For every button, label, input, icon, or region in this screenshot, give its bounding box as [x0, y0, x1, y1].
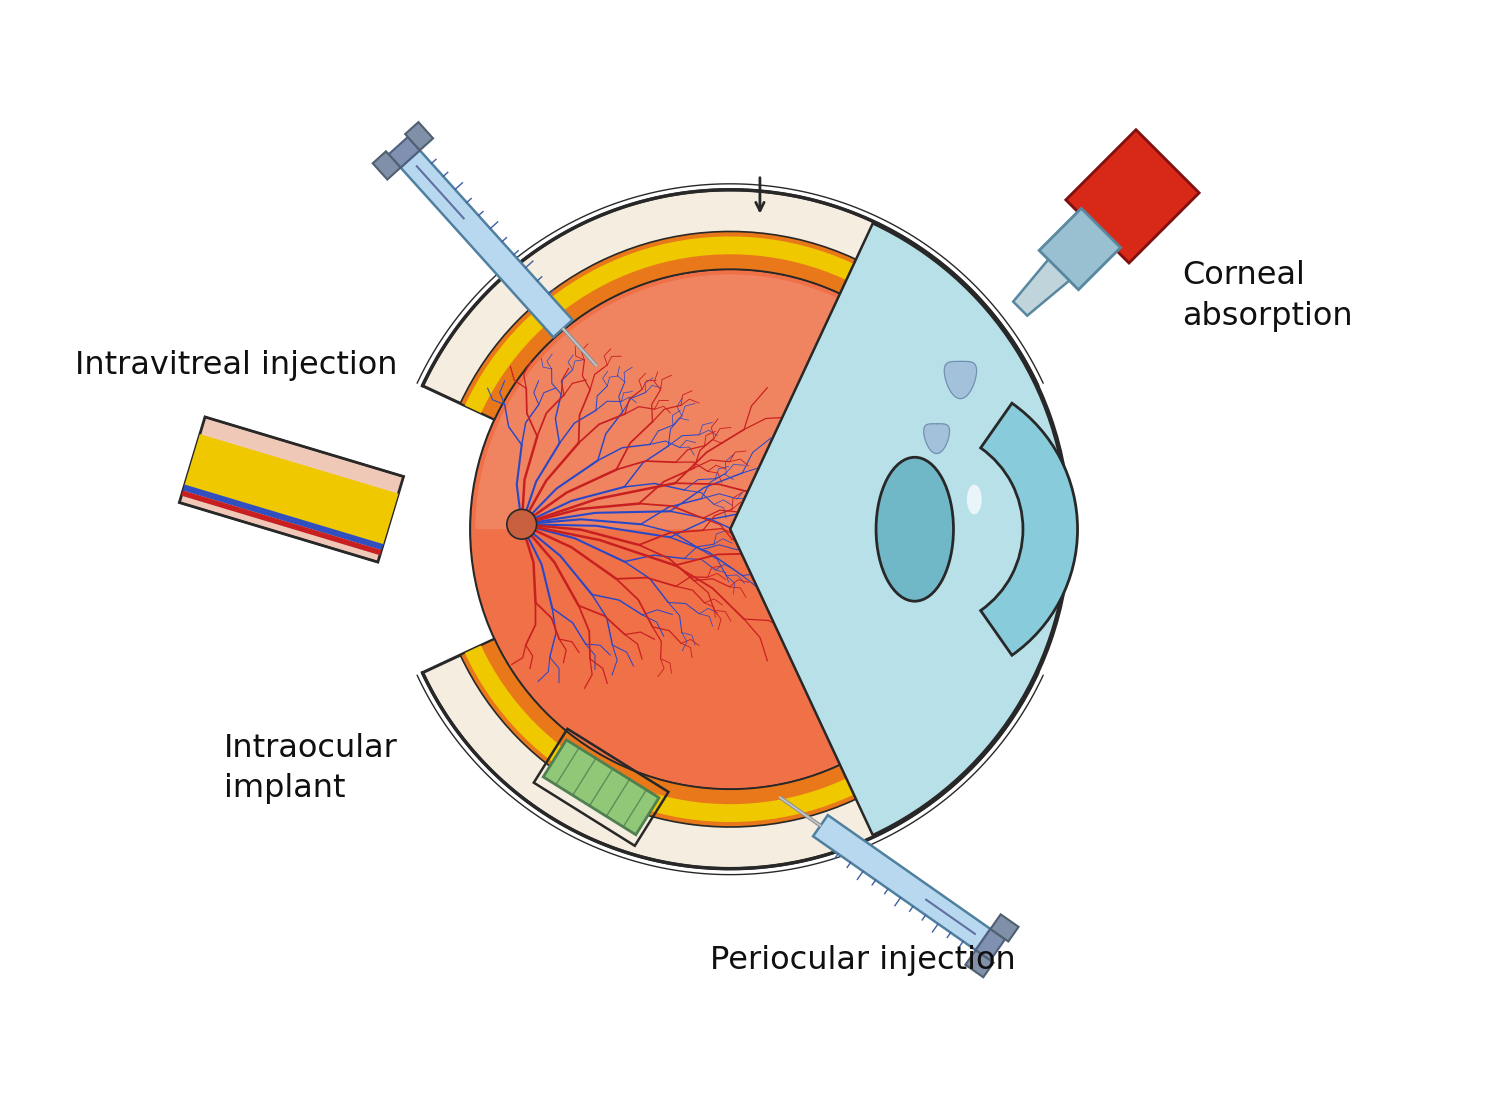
- Text: Intraocular
implant: Intraocular implant: [224, 733, 398, 805]
- Polygon shape: [184, 434, 399, 545]
- Ellipse shape: [968, 485, 982, 515]
- Polygon shape: [1066, 130, 1198, 263]
- Polygon shape: [405, 122, 433, 150]
- Text: Periocular injection: Periocular injection: [711, 946, 1016, 977]
- Polygon shape: [180, 417, 404, 562]
- Wedge shape: [465, 236, 1023, 822]
- Polygon shape: [975, 929, 1005, 960]
- Polygon shape: [543, 740, 658, 835]
- Wedge shape: [981, 403, 1077, 656]
- Polygon shape: [813, 815, 990, 950]
- Wedge shape: [476, 274, 951, 529]
- Polygon shape: [400, 150, 573, 337]
- Ellipse shape: [876, 458, 954, 601]
- Polygon shape: [1040, 208, 1120, 290]
- Polygon shape: [945, 361, 976, 398]
- Polygon shape: [183, 485, 384, 551]
- Wedge shape: [460, 232, 1028, 827]
- Polygon shape: [182, 490, 381, 555]
- Text: Corneal
absorption: Corneal absorption: [1182, 261, 1353, 331]
- Polygon shape: [990, 914, 1018, 941]
- Polygon shape: [372, 151, 400, 179]
- Polygon shape: [924, 424, 950, 453]
- Polygon shape: [1013, 260, 1070, 316]
- Polygon shape: [966, 950, 993, 977]
- Text: Intravitreal injection: Intravitreal injection: [75, 350, 398, 380]
- Wedge shape: [730, 224, 1068, 835]
- Circle shape: [507, 509, 537, 539]
- Wedge shape: [423, 190, 1070, 868]
- Circle shape: [470, 270, 990, 789]
- Polygon shape: [388, 137, 420, 168]
